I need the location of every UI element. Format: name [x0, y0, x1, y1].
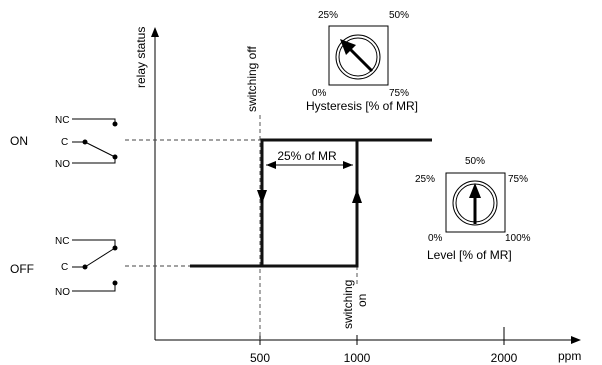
level-dial-knob-outer	[452, 180, 498, 226]
hysteresis-dial-frame	[328, 25, 389, 86]
relay-on-c-label: C	[61, 137, 68, 148]
down-arrow-icon	[257, 190, 267, 204]
hysteresis-curve-upper	[260, 138, 357, 266]
hysteresis-dial-pointer-icon	[340, 39, 356, 55]
hysteresis-dial-knob-inner	[338, 37, 378, 77]
relay-off-c-label: C	[61, 262, 68, 273]
level-dial-pointer-icon	[469, 183, 481, 198]
level-dial: 50% 25% 75% 0% 100% Level [% of MR]	[415, 156, 531, 262]
hysteresis-mark-50: 50%	[389, 10, 409, 21]
band-arrow-right-icon	[343, 161, 353, 169]
relay-off-no-label: NO	[55, 287, 70, 298]
hysteresis-band-label: 25% of MR	[277, 149, 337, 163]
switching-on-label-1: switching	[341, 280, 355, 329]
hysteresis-dial-knob-outer	[335, 34, 381, 80]
x-axis-unit: ppm	[558, 349, 581, 363]
hysteresis-dial: 25% 50% 0% 75% Hysteresis [% of MR]	[306, 10, 418, 113]
hysteresis-dial-pointer	[348, 47, 374, 73]
tick-label-1000: 1000	[344, 351, 371, 365]
level-dial-title: Level [% of MR]	[427, 248, 512, 262]
level-mark-0: 0%	[428, 233, 443, 244]
state-off-label: OFF	[10, 262, 34, 276]
level-mark-25: 25%	[415, 174, 435, 185]
relay-symbol-off: NC C NO	[55, 236, 118, 298]
tick-label-500: 500	[250, 351, 270, 365]
band-arrow-left-icon	[266, 161, 276, 169]
level-dial-frame	[445, 172, 506, 233]
switching-off-label: switching off	[245, 46, 259, 112]
hysteresis-mark-0: 0%	[312, 88, 327, 99]
relay-off-nc-label: NC	[55, 236, 69, 247]
hysteresis-mark-25: 25%	[318, 10, 338, 21]
relay-on-no-label: NO	[55, 159, 70, 170]
level-mark-100: 100%	[505, 233, 531, 244]
level-mark-50: 50%	[465, 156, 485, 167]
level-mark-75: 75%	[508, 174, 528, 185]
state-on-label: ON	[10, 134, 28, 148]
up-arrow-icon	[352, 189, 362, 203]
tick-label-2000: 2000	[491, 351, 518, 365]
relay-symbol-on: NC C NO	[55, 115, 118, 170]
relay-on-nc-label: NC	[55, 115, 69, 126]
hysteresis-dial-title: Hysteresis [% of MR]	[306, 99, 418, 113]
switching-on-label-2: on	[355, 294, 369, 307]
y-axis-label: relay status	[134, 27, 148, 88]
hysteresis-mark-75: 75%	[389, 88, 409, 99]
